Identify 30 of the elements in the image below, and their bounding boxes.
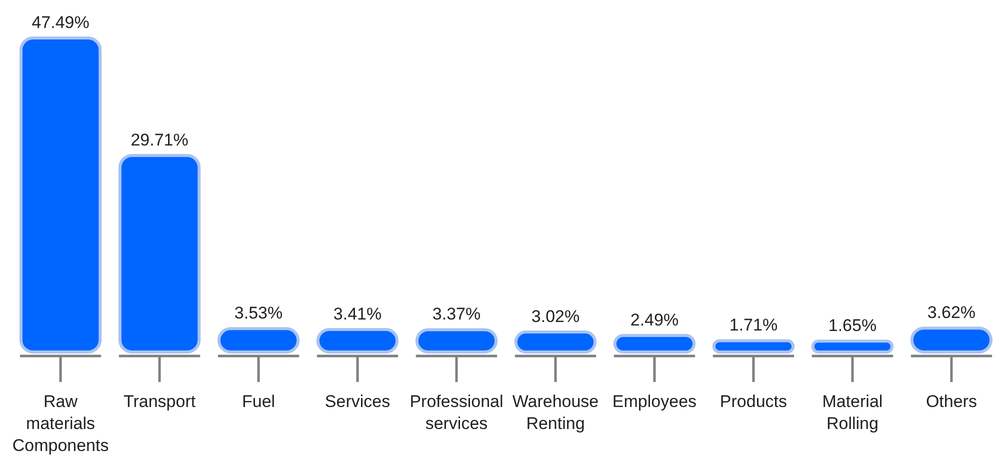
- x-tick-label: Others: [926, 392, 977, 411]
- data-label: 3.41%: [333, 304, 382, 324]
- x-tick-label: Warehouse Renting: [512, 392, 599, 433]
- x-tick-label: Employees: [612, 392, 697, 411]
- bar: [613, 334, 696, 354]
- bar: [19, 36, 102, 354]
- x-tick-label: Material Rolling: [822, 392, 883, 433]
- x-tick-label: Raw materials Components: [12, 392, 109, 455]
- data-label: 1.71%: [729, 316, 778, 335]
- x-tick-label: Transport: [123, 392, 196, 411]
- x-tick-label: Professional services: [410, 392, 504, 433]
- data-label: 3.02%: [531, 307, 580, 326]
- data-label: 3.62%: [927, 303, 976, 322]
- data-label: 47.49%: [32, 13, 90, 32]
- bar: [811, 340, 894, 354]
- bar: [514, 330, 597, 354]
- bar: [217, 327, 300, 354]
- data-label: 2.49%: [630, 310, 679, 330]
- x-tick-label: Fuel: [242, 392, 276, 411]
- bar: [118, 154, 201, 354]
- data-label: 3.37%: [432, 304, 481, 324]
- bar: [316, 328, 399, 354]
- data-label: 1.65%: [828, 316, 877, 336]
- data-label: 29.71%: [130, 130, 188, 150]
- bar: [910, 326, 993, 354]
- bar: [415, 328, 498, 354]
- x-tick-label: Services: [324, 392, 390, 411]
- x-tick-label: Products: [720, 392, 788, 411]
- bar: [712, 339, 795, 354]
- data-label: 3.53%: [234, 304, 283, 323]
